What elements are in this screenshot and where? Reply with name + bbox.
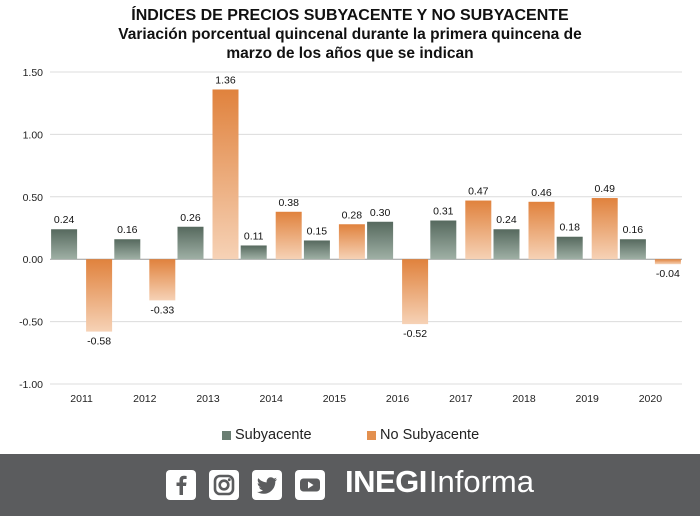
bar-no-subyacente — [275, 211, 302, 260]
twitter-icon[interactable] — [252, 470, 282, 500]
bar-no-subyacente — [591, 198, 618, 260]
bar-subyacente — [114, 239, 141, 260]
value-label-no-subyacente: 0.47 — [468, 186, 489, 198]
x-tick-label: 2020 — [639, 393, 663, 405]
bar-subyacente — [430, 220, 457, 260]
value-label-no-subyacente: 0.28 — [342, 209, 363, 221]
y-tick-label: -1.00 — [19, 379, 43, 391]
legend-label-subyacente: Subyacente — [235, 427, 312, 443]
x-tick-label: 2015 — [323, 393, 347, 405]
chart-title-block: ÍNDICES DE PRECIOS SUBYACENTE Y NO SUBYA… — [0, 6, 700, 63]
y-tick-label: 0.00 — [23, 254, 44, 266]
x-tick-label: 2011 — [70, 393, 93, 405]
inegi-informa-logo: INEGI Informa — [345, 464, 534, 504]
bar-subyacente — [303, 240, 330, 260]
bar-subyacente — [240, 245, 267, 260]
x-tick-label: 2019 — [576, 393, 600, 405]
x-tick-label: 2014 — [260, 393, 284, 405]
value-label-no-subyacente: -0.33 — [150, 304, 174, 316]
bar-no-subyacente — [149, 259, 176, 301]
value-label-subyacente: 0.16 — [117, 224, 138, 236]
brand-inegi: INEGI — [345, 464, 427, 499]
value-label-no-subyacente: -0.52 — [403, 328, 427, 340]
value-label-no-subyacente: 0.46 — [531, 187, 552, 199]
x-tick-label: 2016 — [386, 393, 410, 405]
value-label-subyacente: 0.24 — [54, 214, 75, 226]
brand-informa: Informa — [428, 464, 535, 499]
footer-bar: INEGI Informa — [0, 454, 700, 516]
y-tick-label: 1.50 — [23, 67, 44, 79]
x-tick-label: 2012 — [133, 393, 157, 405]
bar-no-subyacente — [402, 259, 429, 325]
legend-item-no-subyacente: No Subyacente — [367, 427, 479, 443]
value-label-no-subyacente: 1.36 — [215, 74, 236, 86]
youtube-icon[interactable] — [295, 470, 325, 500]
x-tick-label: 2017 — [449, 393, 473, 405]
bar-subyacente — [493, 229, 520, 260]
value-label-no-subyacente: 0.38 — [278, 197, 299, 209]
bar-chart: 1.50 1.00 0.50 0.00 -0.50 -1.00 0.24 -0.58 2011… — [19, 67, 682, 405]
bar-subyacente — [619, 239, 646, 260]
bar-no-subyacente — [338, 224, 365, 260]
value-label-subyacente: 0.31 — [433, 206, 454, 218]
bar-subyacente — [556, 236, 583, 260]
legend-swatch-subyacente — [222, 430, 231, 440]
bar-no-subyacente — [528, 201, 555, 260]
value-label-subyacente: 0.30 — [370, 207, 391, 219]
bar-subyacente — [51, 229, 78, 260]
bar-subyacente — [177, 226, 204, 260]
facebook-icon[interactable] — [166, 470, 196, 500]
chart-subtitle-line1: Variación porcentual quincenal durante l… — [118, 26, 582, 43]
legend-label-no-subyacente: No Subyacente — [380, 427, 480, 443]
value-label-no-subyacente: 0.49 — [594, 183, 615, 195]
instagram-icon[interactable] — [209, 470, 239, 500]
value-label-no-subyacente: -0.04 — [656, 268, 680, 280]
chart-legend: Subyacente No Subyacente — [0, 427, 700, 447]
bar-no-subyacente — [212, 89, 239, 260]
value-label-no-subyacente: -0.58 — [87, 336, 111, 348]
bar-no-subyacente — [654, 259, 681, 265]
bar-no-subyacente — [86, 259, 113, 332]
y-tick-label: 0.50 — [23, 192, 44, 204]
chart-title: ÍNDICES DE PRECIOS SUBYACENTE Y NO SUBYA… — [131, 7, 569, 24]
value-label-subyacente: 0.15 — [307, 225, 328, 237]
legend-item-subyacente: Subyacente — [222, 427, 312, 443]
x-tick-label: 2018 — [512, 393, 536, 405]
bar-subyacente — [367, 221, 394, 260]
value-label-subyacente: 0.26 — [180, 212, 201, 224]
bar-no-subyacente — [465, 200, 492, 260]
y-tick-label: -0.50 — [19, 317, 43, 329]
y-tick-label: 1.00 — [23, 129, 44, 141]
legend-swatch-no-subyacente — [367, 430, 376, 440]
x-tick-label: 2013 — [196, 393, 220, 405]
value-label-subyacente: 0.11 — [244, 230, 264, 242]
value-label-subyacente: 0.18 — [559, 222, 580, 234]
value-label-subyacente: 0.24 — [496, 214, 517, 226]
chart-subtitle-line2: marzo de los años que se indican — [226, 45, 474, 62]
value-label-subyacente: 0.16 — [623, 224, 644, 236]
